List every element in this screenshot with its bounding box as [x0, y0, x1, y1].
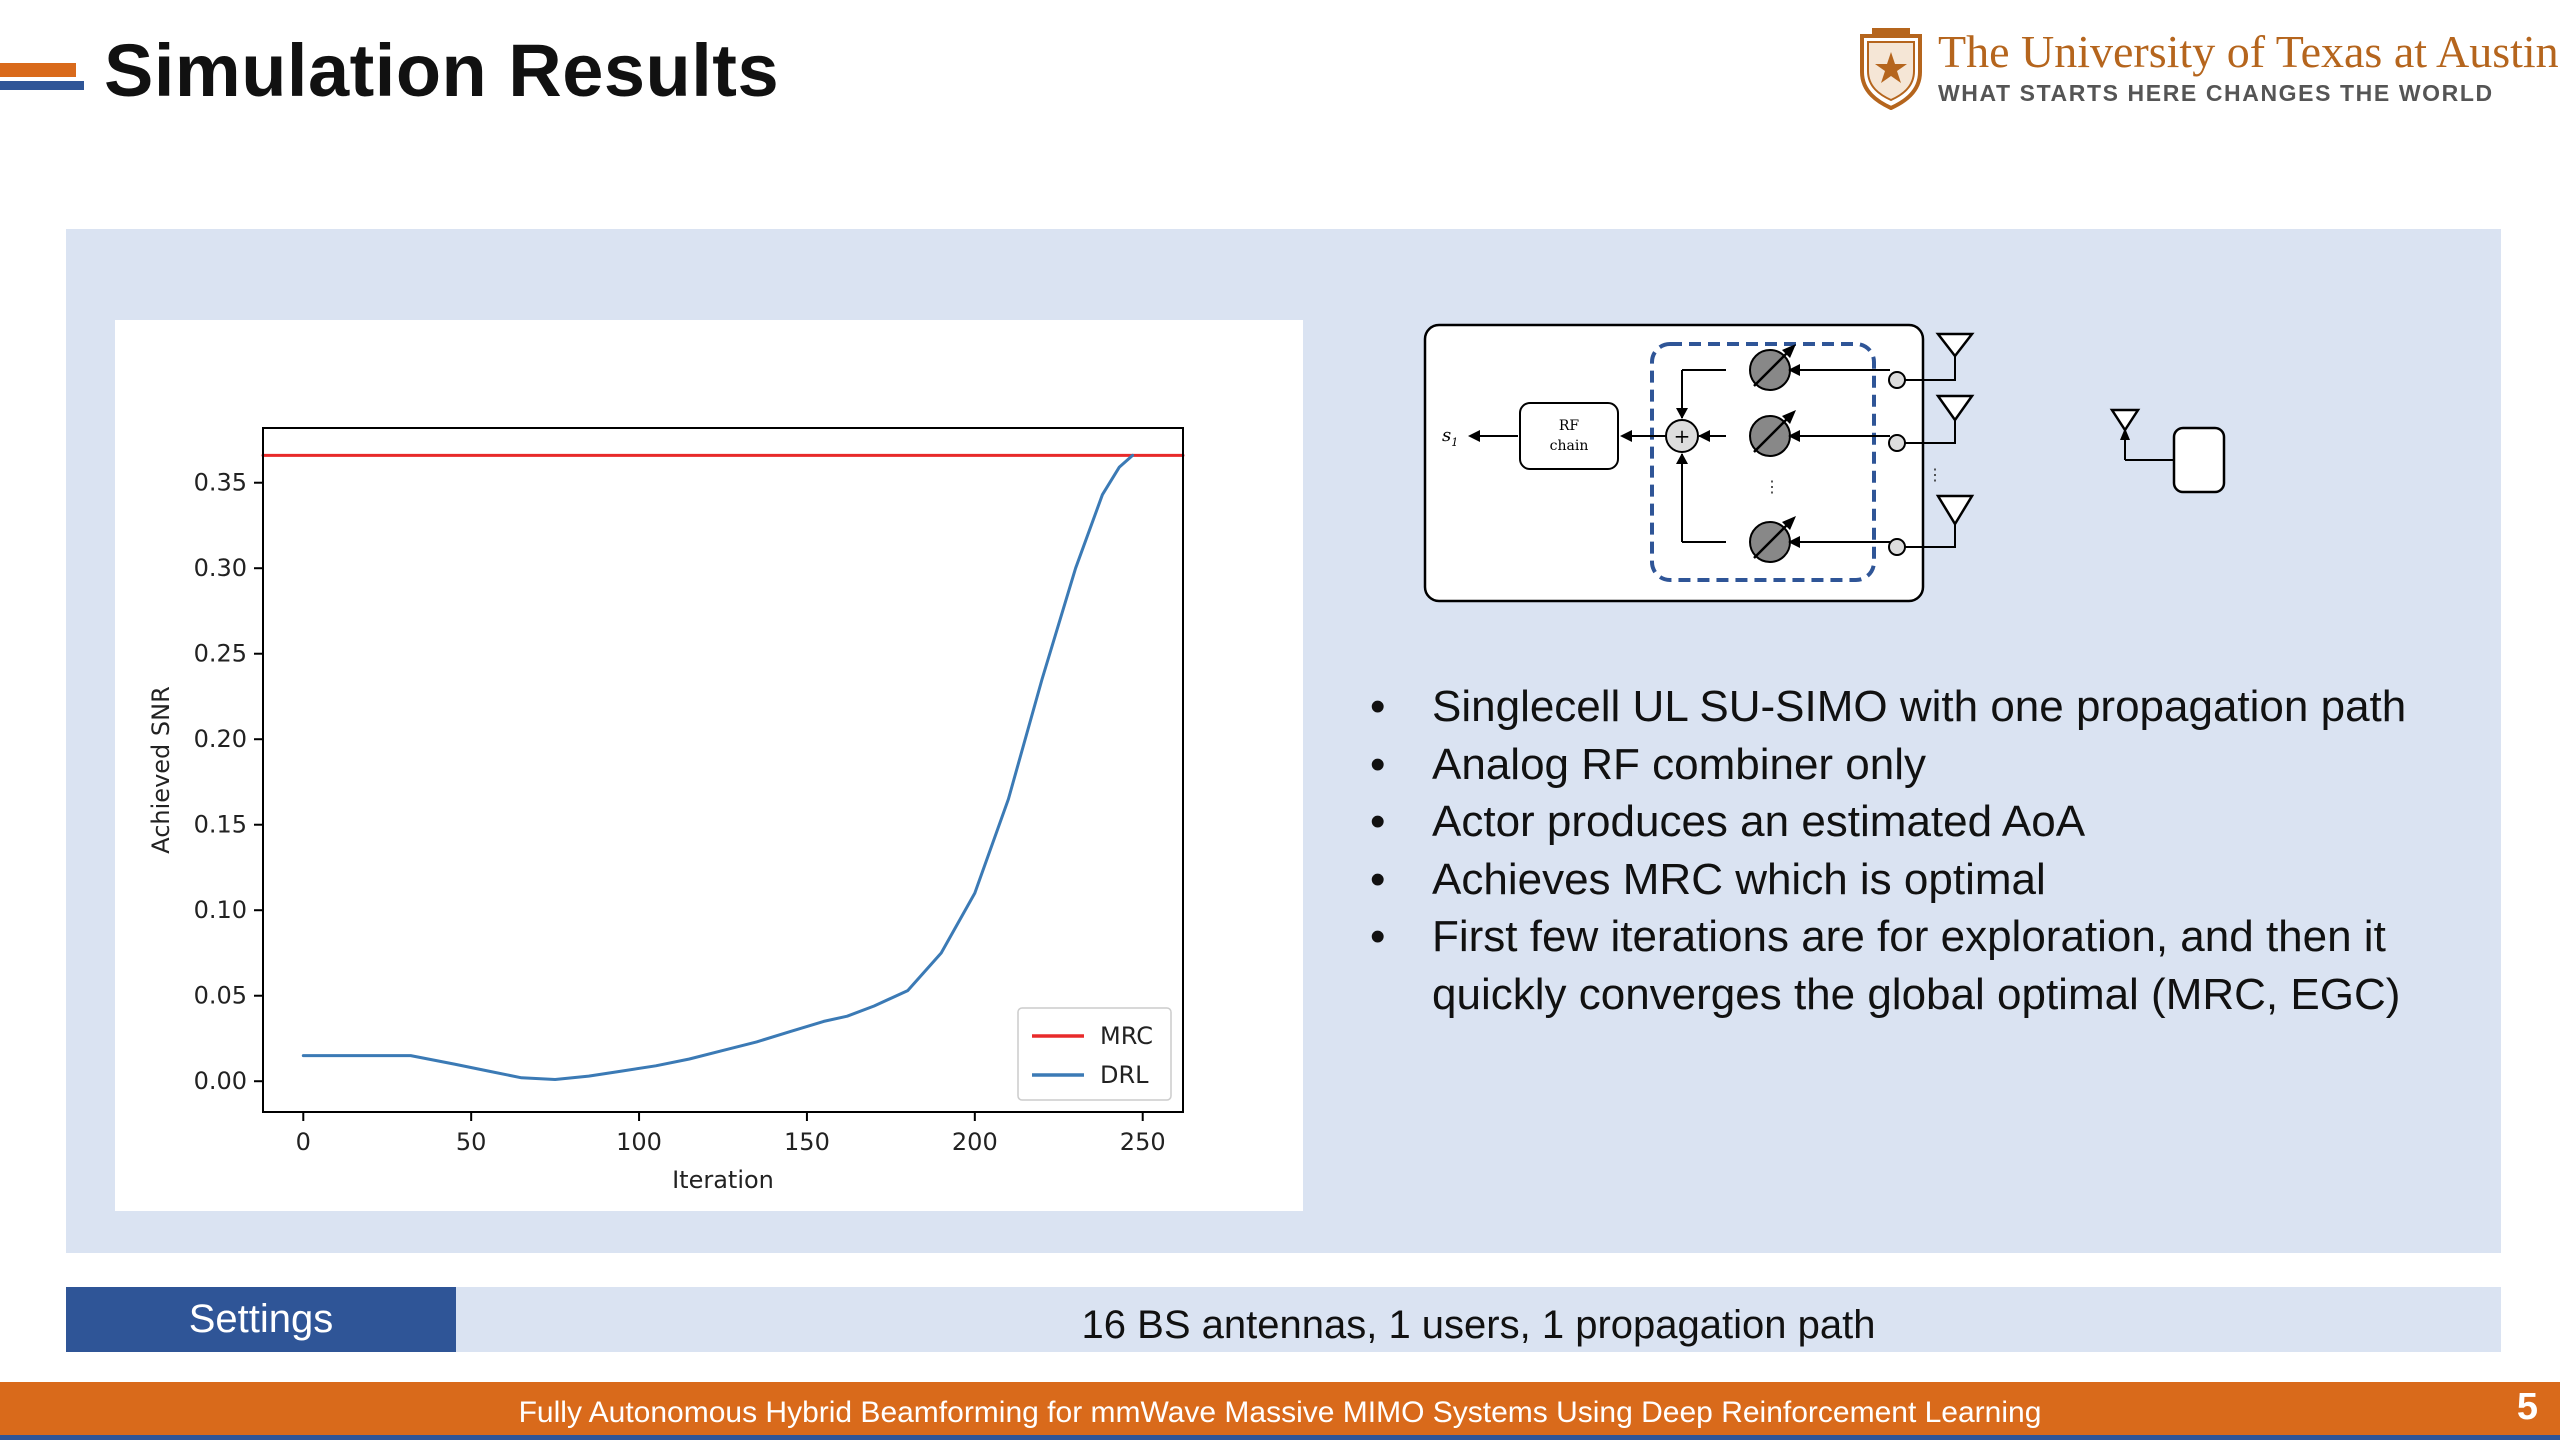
y-tick-label: 0.15 [194, 811, 247, 839]
x-tick-label: 200 [952, 1128, 998, 1156]
x-tick-label: 250 [1120, 1128, 1166, 1156]
page-number: 5 [2516, 1386, 2538, 1428]
footer-stripe [0, 1435, 2560, 1440]
snr-chart-svg: 0 50 100 150 200 250 0.00 0.05 0.10 0.15 0.20 0.25 0… [147, 427, 1185, 1194]
accent-bar-blue [0, 81, 84, 90]
title-accent-bars [0, 63, 84, 90]
plot-area-frame [262, 427, 1184, 1113]
x-axis-label: Iteration [672, 1166, 774, 1194]
bullet-text: Achieves MRC which is optimal [1432, 854, 2046, 904]
bullet-item: • Singlecell UL SU-SIMO with one propagat… [1370, 678, 2470, 736]
chart-legend: MRC DRL [1017, 1007, 1172, 1101]
x-tick-label: 0 [296, 1128, 311, 1156]
bullet-text: Analog RF combiner only [1432, 739, 1927, 789]
legend-label-drl: DRL [1100, 1061, 1149, 1089]
y-axis-label: Achieved SNR [147, 686, 175, 854]
bullet-dot: • [1370, 682, 1386, 731]
phase-shifter-1 [1749, 344, 1796, 391]
y-tick-label: 0.05 [194, 982, 247, 1010]
page-title: Simulation Results [104, 29, 780, 112]
svg-text:+: + [1674, 424, 1691, 448]
settings-row: Settings 16 BS antennas, 1 users, 1 prop… [66, 1287, 2501, 1352]
bullet-text: Singlecell UL SU-SIMO with one propagati… [1432, 682, 2407, 731]
y-tick-label: 0.00 [194, 1067, 247, 1095]
analog-combiner-box [1650, 342, 1876, 582]
antenna-icon-1 [1935, 332, 1975, 359]
y-tick-label: 0.10 [194, 896, 247, 924]
legend-frame [1017, 1007, 1172, 1101]
svg-text:⋮: ⋮ [1927, 465, 1943, 484]
bullet-dot: • [1370, 854, 1386, 904]
bullet-dot: • [1370, 739, 1386, 789]
key-points-list: • Singlecell UL SU-SIMO with one propagat… [1370, 678, 2470, 1023]
bullet-item: • Achieves MRC which is optimal [1370, 851, 2470, 909]
phase-shifter-n [1749, 516, 1796, 563]
footer-title: Fully Autonomous Hybrid Beamforming for … [518, 1396, 2042, 1429]
y-tick-label: 0.20 [194, 725, 247, 753]
antenna-port-n [1888, 538, 1906, 556]
settings-value: 16 BS antennas, 1 users, 1 propagation p… [1081, 1303, 1876, 1347]
university-tagline: WHAT STARTS HERE CHANGES THE WORLD [1938, 80, 2494, 106]
svg-text:⋮: ⋮ [1764, 477, 1780, 496]
settings-label: Settings [66, 1287, 456, 1352]
bullet-dot: • [1370, 912, 1386, 961]
base-station-box [1423, 323, 1925, 603]
university-logo: The University of Texas at Austin WHAT S… [1858, 26, 2559, 110]
user-equipment-icon [2109, 408, 2226, 494]
y-tick-label: 0.30 [194, 554, 247, 582]
legend-label-mrc: MRC [1100, 1022, 1153, 1050]
y-tick-label: 0.25 [194, 640, 247, 668]
antenna-port-1 [1888, 371, 1906, 389]
y-tick-label: 0.35 [194, 469, 247, 497]
footer-bar: Fully Autonomous Hybrid Beamforming for … [0, 1382, 2560, 1440]
signal-label: s1 [1442, 425, 1458, 449]
rf-chain-label-line2: chain [1550, 438, 1589, 454]
antenna-port-2 [1888, 434, 1906, 452]
antenna-icon-2 [1935, 394, 1975, 423]
system-diagram: RF chain s1 + ⋮ ⋮ [1423, 323, 2226, 603]
bullet-item: • Analog RF combiner only [1370, 736, 2470, 794]
university-name: The University of Texas at Austin [1938, 26, 2559, 77]
x-tick-label: 50 [456, 1128, 487, 1156]
rf-chain-block [1519, 402, 1619, 470]
snr-chart: 0 50 100 150 200 250 0.00 0.05 0.10 0.15 0.20 0.25 0… [115, 320, 1303, 1211]
bullet-text: Actor produces an estimated AoA [1432, 797, 2086, 846]
bullet-item: • First few iterations are for exploratio… [1370, 908, 2470, 1023]
x-tick-label: 100 [616, 1128, 662, 1156]
bullet-text: First few iterations are for exploration… [1432, 912, 2401, 1019]
university-seal-icon [1860, 28, 1922, 110]
bullet-dot: • [1370, 797, 1386, 846]
x-tick-label: 150 [784, 1128, 830, 1156]
series-line-drl [301, 453, 1135, 1081]
antenna-icon-n [1935, 494, 1975, 527]
accent-bar-orange [0, 63, 76, 77]
rf-chain-label-line1: RF [1559, 418, 1580, 434]
bullet-item: • Actor produces an estimated AoA [1370, 793, 2470, 851]
